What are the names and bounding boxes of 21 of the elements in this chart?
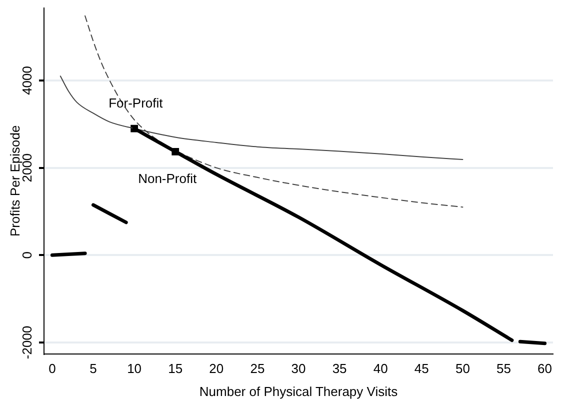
x-axis-title: Number of Physical Therapy Visits [199, 384, 398, 399]
x-tick-label: 0 [48, 361, 56, 376]
y-tick-label: 4000 [20, 66, 35, 95]
x-tick-label: 35 [332, 361, 347, 376]
y-tick-label: 2000 [20, 153, 35, 182]
x-tick-label: 50 [455, 361, 470, 376]
y-axis-title: Profits Per Episode [7, 125, 22, 237]
y-tick-label: 0 [20, 252, 35, 259]
x-tick-label: 45 [414, 361, 429, 376]
x-tick-label: 20 [209, 361, 224, 376]
x-tick-label: 40 [373, 361, 388, 376]
x-tick-label: 10 [127, 361, 142, 376]
series-label: For-Profit [108, 96, 164, 111]
x-tick-label: 15 [168, 361, 183, 376]
x-tick-label: 25 [250, 361, 265, 376]
series-label: Non-Profit [138, 170, 197, 186]
y-tick-label: -2000 [20, 326, 35, 360]
x-tick-label: 30 [291, 361, 306, 376]
x-tick-label: 55 [496, 361, 511, 376]
x-tick-label: 60 [538, 361, 552, 376]
x-tick-label: 5 [90, 361, 97, 376]
